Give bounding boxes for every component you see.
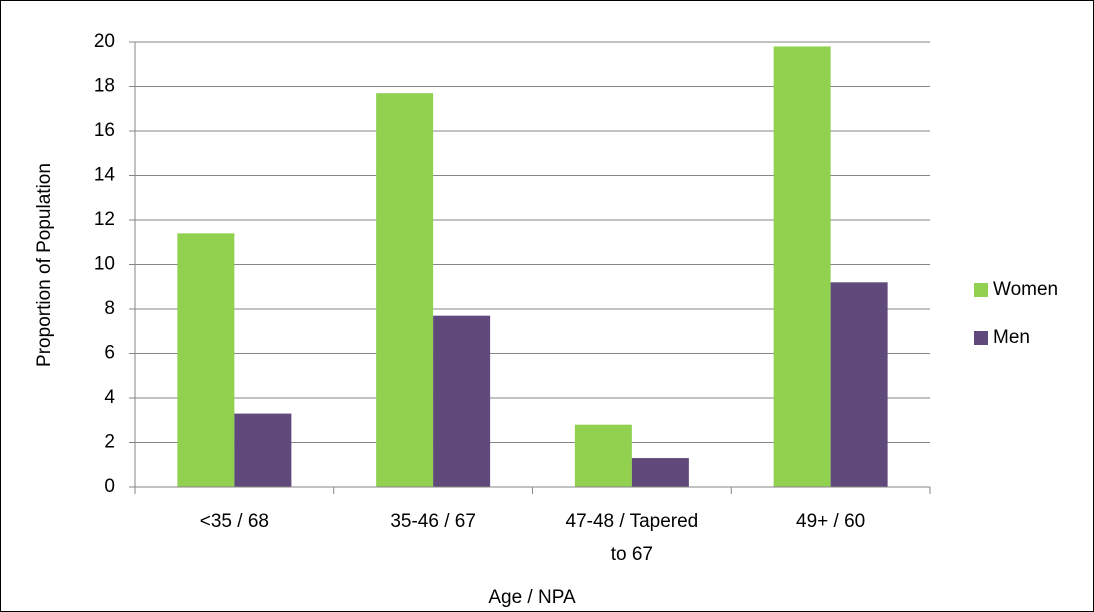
y-tick-label: 0 (104, 476, 115, 497)
bar (773, 46, 831, 487)
x-tick-label-line: to 67 (611, 544, 653, 565)
x-tick-label-line: 47-48 / Tapered (566, 511, 699, 532)
y-tick-label: 12 (94, 209, 115, 230)
legend-swatch (974, 283, 988, 297)
y-tick-label: 18 (94, 76, 115, 97)
x-tick-label: <35 / 68 (200, 511, 269, 532)
y-tick-label: 16 (94, 120, 115, 141)
legend-swatch (974, 331, 988, 345)
y-tick-label: 20 (94, 31, 115, 52)
bar (574, 424, 632, 487)
y-tick-label: 2 (104, 432, 115, 453)
bar (177, 233, 235, 487)
bar (433, 315, 491, 487)
y-tick-label: 14 (94, 165, 116, 186)
bar (376, 93, 434, 488)
x-tick-label: 49+ / 60 (796, 511, 865, 532)
x-axis-label: Age / NPA (488, 587, 576, 608)
y-tick-label: 6 (104, 343, 115, 364)
bar (234, 413, 292, 487)
y-tick-label: 4 (104, 387, 115, 408)
x-tick-label: 35-46 / 67 (390, 511, 476, 532)
bar (631, 458, 689, 487)
x-tick-label: 47-48 / Tapered to 67 (566, 511, 699, 565)
legend-label: Men (993, 327, 1030, 348)
legend-label: Women (993, 279, 1058, 300)
y-tick-label: 10 (94, 254, 115, 275)
y-axis-label: Proportion of Population (34, 163, 55, 367)
y-tick-label: 8 (104, 298, 115, 319)
bar (830, 282, 888, 487)
